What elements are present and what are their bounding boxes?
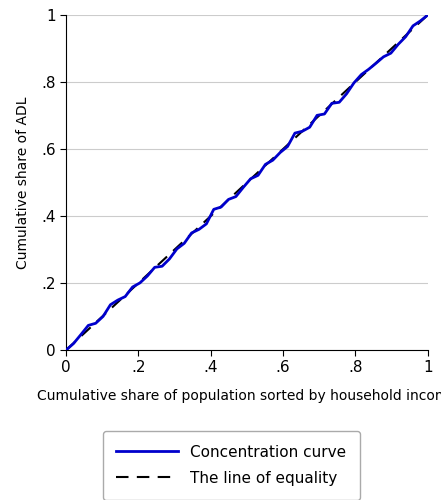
Y-axis label: Cumulative share of ADL: Cumulative share of ADL xyxy=(16,96,30,269)
Legend: Concentration curve, The line of equality: Concentration curve, The line of equalit… xyxy=(103,432,360,500)
X-axis label: Cumulative share of population sorted by household income: Cumulative share of population sorted by… xyxy=(37,390,441,404)
